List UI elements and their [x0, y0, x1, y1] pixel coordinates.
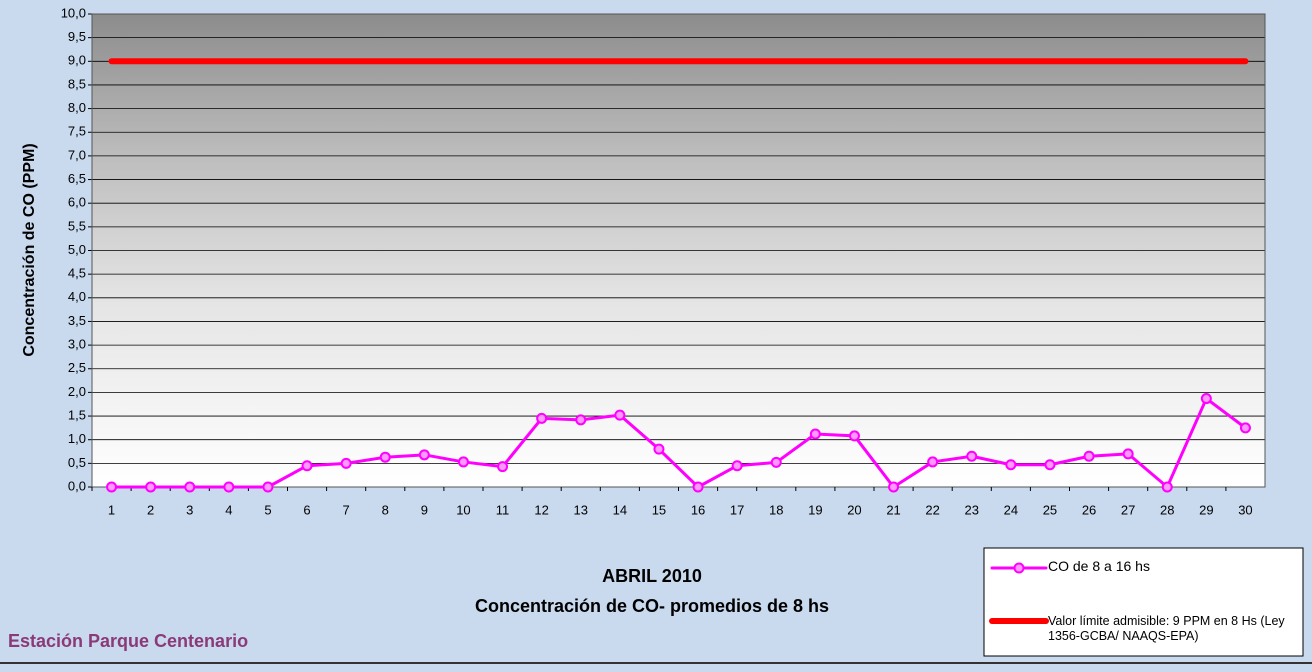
legend-label-box: CO de 8 a 16 hs [1048, 559, 1300, 579]
x-tick-label: 21 [886, 502, 900, 517]
x-tick-label: 5 [264, 502, 271, 517]
y-tick-label: 0,5 [68, 455, 86, 470]
x-tick-label: 6 [303, 502, 310, 517]
data-point [224, 483, 233, 492]
data-point [1124, 449, 1133, 458]
data-point [1163, 483, 1172, 492]
data-point [772, 458, 781, 467]
data-point [1202, 394, 1211, 403]
x-tick-label: 30 [1238, 502, 1252, 517]
x-tick-label: 16 [691, 502, 705, 517]
legend-label: CO de 8 a 16 hs [1048, 559, 1300, 574]
y-tick-label: 3,0 [68, 337, 86, 352]
data-point [263, 483, 272, 492]
x-axis-title: ABRIL 2010 [602, 566, 702, 586]
x-tick-label: 2 [147, 502, 154, 517]
chart: Concentración de CO (PPM) ABRIL 2010 Con… [0, 0, 1312, 672]
x-tick-label: 10 [456, 502, 470, 517]
y-tick-label: 9,5 [68, 29, 86, 44]
x-tick-label: 3 [186, 502, 193, 517]
data-point [576, 415, 585, 424]
data-point [889, 483, 898, 492]
data-point [146, 483, 155, 492]
data-point [654, 445, 663, 454]
data-point [1045, 460, 1054, 469]
x-tick-label: 27 [1121, 502, 1135, 517]
x-tick-label: 8 [382, 502, 389, 517]
x-tick-label: 24 [1004, 502, 1018, 517]
y-tick-label: 1,0 [68, 431, 86, 446]
y-tick-label: 6,5 [68, 171, 86, 186]
x-tick-label: 4 [225, 502, 232, 517]
y-tick-label: 9,0 [68, 53, 86, 68]
data-point [420, 450, 429, 459]
x-tick-label: 9 [421, 502, 428, 517]
footer: Estación Parque Centenario [8, 631, 248, 651]
data-point [811, 430, 820, 439]
x-tick-label: 13 [574, 502, 588, 517]
y-tick-label: 7,0 [68, 147, 86, 162]
x-tick-label: 22 [925, 502, 939, 517]
x-tick-label: 26 [1082, 502, 1096, 517]
data-point [1241, 423, 1250, 432]
x-tick-label: 23 [965, 502, 979, 517]
x-tick-label: 20 [847, 502, 861, 517]
y-tick-label: 8,5 [68, 76, 86, 91]
page: {"chart_data":{"type":"line", "title":"C… [0, 0, 1312, 672]
x-tick-label: 28 [1160, 502, 1174, 517]
legend-label-box: Valor límite admisible: 9 PPM en 8 Hs (L… [1048, 614, 1300, 654]
x-tick-label: 12 [534, 502, 548, 517]
y-tick-label: 10,0 [61, 5, 86, 20]
y-axis-title: Concentración de CO (PPM) [21, 143, 38, 356]
data-point [459, 457, 468, 466]
y-tick-label: 8,0 [68, 100, 86, 115]
legend-label: Valor límite admisible: 9 PPM en 8 Hs (L… [1048, 614, 1300, 644]
data-point [928, 457, 937, 466]
x-tick-label: 11 [496, 502, 510, 517]
data-point [107, 483, 116, 492]
data-point [1006, 460, 1015, 469]
x-tick-label: 17 [730, 502, 744, 517]
x-tick-label: 18 [769, 502, 783, 517]
x-tick-label: 19 [808, 502, 822, 517]
y-tick-label: 5,5 [68, 218, 86, 233]
y-tick-label: 5,0 [68, 242, 86, 257]
data-point [303, 461, 312, 470]
data-point [733, 461, 742, 470]
y-tick-label: 6,0 [68, 195, 86, 210]
data-point [537, 414, 546, 423]
y-tick-label: 2,5 [68, 360, 86, 375]
x-tick-label: 14 [613, 502, 627, 517]
x-tick-label: 25 [1043, 502, 1057, 517]
x-tick-label: 7 [343, 502, 350, 517]
x-tick-label: 15 [652, 502, 666, 517]
data-point [967, 452, 976, 461]
data-point [694, 483, 703, 492]
data-point [498, 462, 507, 471]
data-point [381, 453, 390, 462]
y-tick-label: 3,5 [68, 313, 86, 328]
data-point [342, 459, 351, 468]
data-point [615, 411, 624, 420]
y-tick-label: 2,0 [68, 384, 86, 399]
data-point [185, 483, 194, 492]
y-tick-label: 4,5 [68, 266, 86, 281]
x-tick-label: 1 [108, 502, 115, 517]
legend-marker [1015, 564, 1024, 573]
data-point [850, 431, 859, 440]
y-tick-label: 7,5 [68, 124, 86, 139]
y-tick-label: 4,0 [68, 289, 86, 304]
data-point [1085, 452, 1094, 461]
x-tick-label: 29 [1199, 502, 1213, 517]
y-tick-label: 1,5 [68, 407, 86, 422]
y-tick-label: 0,0 [68, 478, 86, 493]
chart-title: Concentración de CO- promedios de 8 hs [475, 596, 829, 616]
